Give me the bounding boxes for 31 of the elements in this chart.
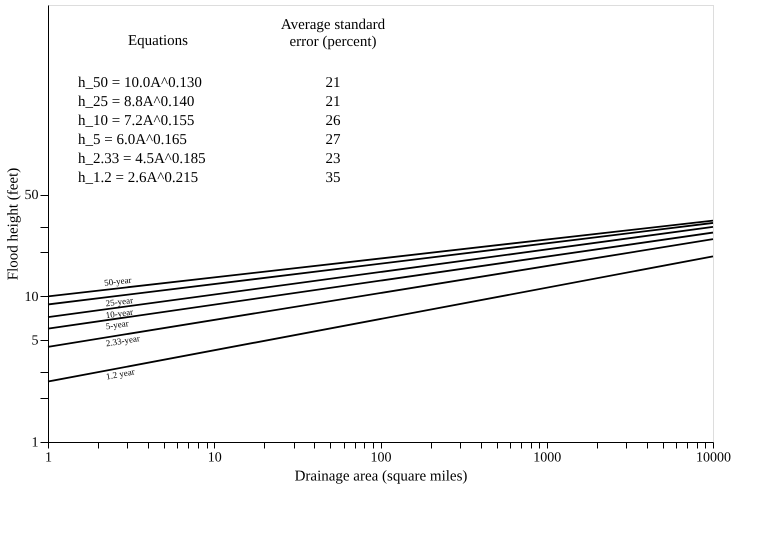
y-axis-title: Flood height (feet) bbox=[6, 168, 22, 280]
text: 25-year bbox=[105, 295, 134, 308]
annotation: h_10 = 7.2A^0.155 bbox=[78, 113, 194, 129]
x-tick-label: 1000 bbox=[533, 450, 562, 466]
annotation: 26 bbox=[326, 113, 341, 129]
annotation: h_50 = 10.0A^0.130 bbox=[78, 75, 202, 91]
x-tick-label: 100 bbox=[370, 450, 392, 466]
x-axis-title: Drainage area (square miles) bbox=[294, 468, 468, 484]
annotation: Average standard error (percent) bbox=[280, 17, 386, 50]
annotation: h_1.2 = 2.6A^0.215 bbox=[78, 170, 198, 186]
x-tick-label: 10 bbox=[208, 450, 222, 466]
y-tick-label: 1 bbox=[32, 436, 38, 450]
x-tick-label: 10000 bbox=[696, 450, 731, 466]
annotation: h_5 = 6.0A^0.165 bbox=[78, 132, 187, 148]
annotation: h_2.33 = 4.5A^0.185 bbox=[78, 151, 206, 167]
annotation: 21 bbox=[326, 75, 340, 91]
y-tick-label: 10 bbox=[24, 290, 38, 305]
y-tick-label: 5 bbox=[32, 334, 38, 349]
annotation: 35 bbox=[326, 170, 340, 186]
text: 5-year bbox=[105, 318, 130, 332]
x-tick-label: 1 bbox=[45, 450, 52, 466]
annotation: 23 bbox=[326, 151, 340, 167]
annotation: 27 bbox=[326, 132, 341, 148]
annotation: h_25 = 8.8A^0.140 bbox=[78, 94, 194, 110]
text: 10-year bbox=[105, 306, 134, 320]
y-tick-label: 50 bbox=[24, 188, 38, 204]
annotation: Equations bbox=[128, 33, 188, 49]
text: 2.33-year bbox=[105, 333, 140, 348]
annotation: 21 bbox=[326, 94, 340, 110]
text: 1.2 year bbox=[105, 366, 136, 382]
text: 50-year bbox=[104, 274, 132, 288]
